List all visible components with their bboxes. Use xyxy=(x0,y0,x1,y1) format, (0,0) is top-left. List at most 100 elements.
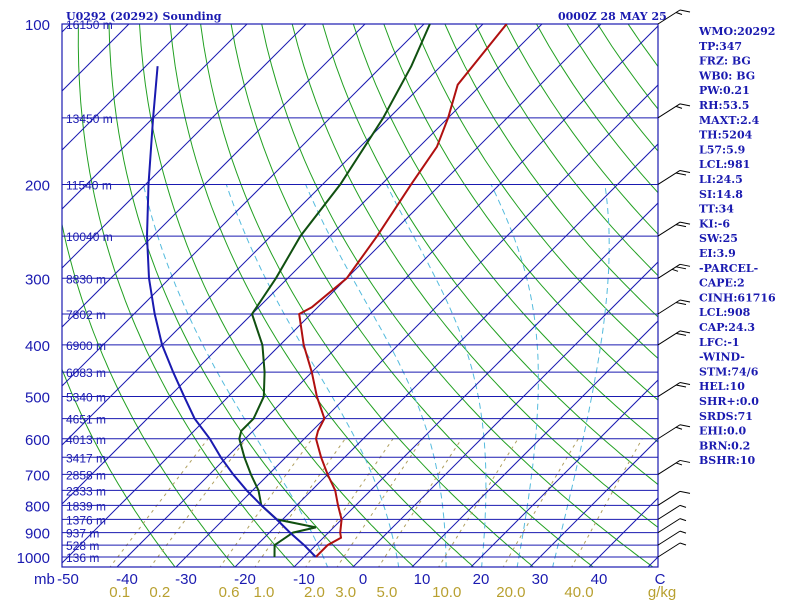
temperature-tick-label: 10 xyxy=(414,571,431,588)
height-label: 16150 m xyxy=(66,18,113,32)
temperature-tick-label: -50 xyxy=(57,571,79,588)
mixing-ratio-line xyxy=(378,438,463,567)
height-label: 2333 m xyxy=(66,484,106,498)
index-item: LFC:-1 xyxy=(699,336,740,349)
moist-adiabat xyxy=(305,184,447,567)
index-item: LCL:981 xyxy=(699,158,750,171)
temperature-tick-label: 40 xyxy=(591,571,608,588)
dry-adiabat xyxy=(444,24,658,318)
pressure-unit-label: mb xyxy=(34,571,55,588)
height-label: 8830 m xyxy=(66,272,106,286)
barb-flag xyxy=(679,459,691,463)
chart-title: U0292 (20292) Sounding xyxy=(66,10,222,23)
mixing-ratio-line xyxy=(254,438,346,567)
dry-adiabat xyxy=(169,24,475,567)
height-label: 937 m xyxy=(66,527,99,541)
barb-flag xyxy=(679,518,687,522)
isotherm xyxy=(62,24,366,328)
index-item: EHI:0.0 xyxy=(699,425,746,438)
index-item: -WIND- xyxy=(699,351,745,364)
height-label: 528 m xyxy=(66,539,99,553)
barb-flag xyxy=(675,12,683,15)
temperature-tick-label: -40 xyxy=(116,571,138,588)
dry-adiabat xyxy=(352,24,658,443)
height-label: 6900 m xyxy=(66,339,106,353)
wind-barb xyxy=(657,263,691,279)
barb-flag xyxy=(679,542,687,546)
temperature-tick-label: -10 xyxy=(293,571,315,588)
barb-staff xyxy=(657,542,681,558)
parcel-line xyxy=(145,66,317,558)
barb-flag xyxy=(679,299,691,303)
mixing-ratio-label: 2.0 xyxy=(304,584,325,600)
isotherm xyxy=(293,202,658,567)
index-item: TT:34 xyxy=(699,203,734,216)
index-item: TP:347 xyxy=(699,40,742,53)
index-item: SW:25 xyxy=(699,232,738,245)
mixing-ratio-line xyxy=(149,438,247,567)
barb-staff xyxy=(657,170,681,185)
mixing-ratio-label: 5.0 xyxy=(377,584,398,600)
mixing-ratio-label: 1.0 xyxy=(254,584,275,600)
barb-flag xyxy=(679,103,691,107)
barb-flag xyxy=(675,462,683,466)
mixing-ratio-label: 20.0 xyxy=(496,584,525,600)
wind-barb xyxy=(657,542,687,558)
isotherm xyxy=(62,24,484,446)
index-item: RH:53.5 xyxy=(699,99,749,112)
height-label: 13450 m xyxy=(66,112,113,126)
dry-adiabat xyxy=(139,24,415,567)
barb-flag xyxy=(675,384,687,388)
mixing-ratio-label: 0.2 xyxy=(149,584,170,600)
isotherm xyxy=(62,24,189,151)
wind-barb xyxy=(657,221,691,237)
mixing-ratio-line xyxy=(336,438,424,567)
pressure-tick-label: 700 xyxy=(25,467,50,484)
isotherm xyxy=(62,24,248,210)
isotherm xyxy=(411,320,658,567)
wind-barb xyxy=(657,299,691,315)
pressure-tick-label: 800 xyxy=(25,498,50,515)
barb-flag xyxy=(675,105,683,109)
barb-staff xyxy=(657,424,681,440)
dry-adiabat xyxy=(322,24,658,486)
index-item: -PARCEL- xyxy=(699,262,758,275)
barb-staff xyxy=(657,530,681,546)
wind-barb xyxy=(657,330,691,346)
dry-adiabat xyxy=(62,367,176,567)
mixing-ratio-label: 0.6 xyxy=(219,584,240,600)
isotherm xyxy=(352,261,658,567)
index-item: CINH:61716 xyxy=(699,291,776,304)
barb-flag xyxy=(679,169,691,173)
height-label: 6083 m xyxy=(66,366,106,380)
wind-barb xyxy=(657,169,691,185)
pressure-tick-label: 200 xyxy=(25,177,50,194)
index-item: PW:0.21 xyxy=(699,84,750,97)
height-label: 3417 m xyxy=(66,451,106,465)
barb-flag xyxy=(679,504,687,508)
index-item: LI:24.5 xyxy=(699,173,743,186)
index-item: EI:3.9 xyxy=(699,247,736,260)
barb-staff xyxy=(657,490,681,506)
barb-flag xyxy=(675,224,687,228)
index-item: WMO:20292 xyxy=(698,25,775,38)
isotherm xyxy=(62,24,602,564)
dry-adiabat xyxy=(383,24,658,401)
chart-time: 0000Z 28 MAY 25 xyxy=(558,10,667,23)
mixing-ratio-line xyxy=(438,438,519,567)
dry-adiabat xyxy=(108,24,355,567)
isotherm xyxy=(116,25,658,567)
isotherm xyxy=(175,84,658,567)
index-item: CAPE:2 xyxy=(699,277,745,290)
plot-border xyxy=(61,23,659,568)
dry-adiabat xyxy=(413,24,658,360)
pressure-tick-label: 1000 xyxy=(17,550,50,567)
barb-flag xyxy=(679,330,691,334)
index-item: WB0: BG xyxy=(698,69,755,82)
temperature-tick-label: 0 xyxy=(359,571,367,588)
index-item: LCL:908 xyxy=(699,306,751,319)
barb-staff xyxy=(657,330,681,346)
mixing-ratio-label: 0.1 xyxy=(109,584,130,600)
dry-adiabat xyxy=(77,24,296,567)
